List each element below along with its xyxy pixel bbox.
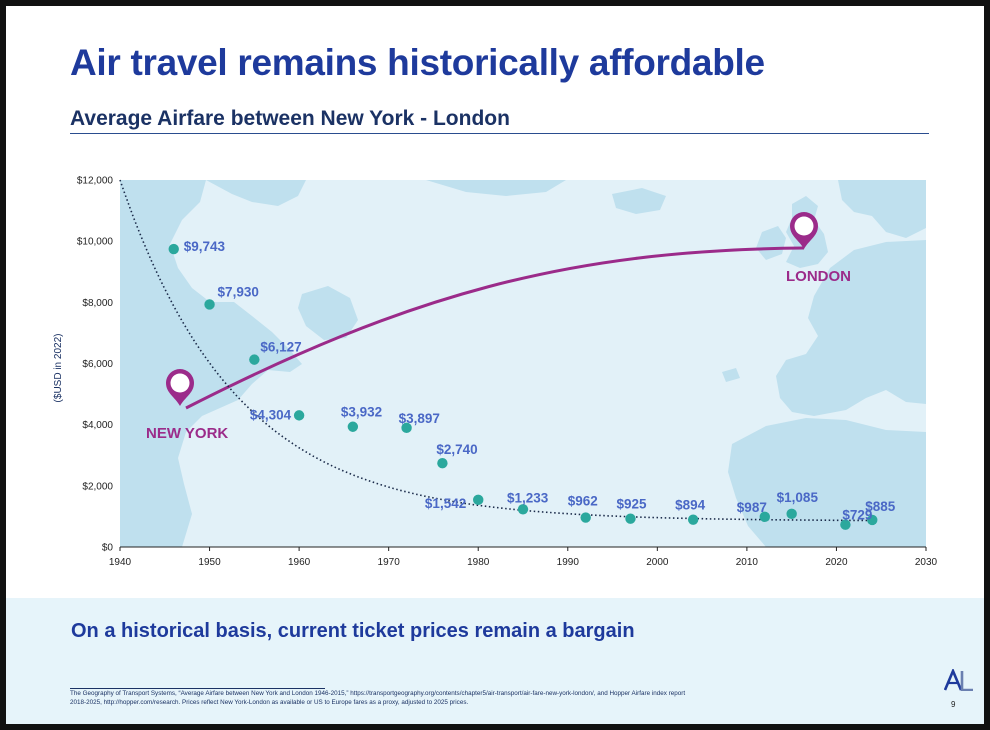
data-label-1946: $9,743 xyxy=(184,239,226,254)
data-label-1997: $925 xyxy=(616,497,647,512)
data-label-2004: $894 xyxy=(675,498,706,513)
airfare-chart: NEW YORK LONDON $0 $2,000 $4,000 $6,000 $8,0… xyxy=(6,6,984,598)
data-label-1972: $3,897 xyxy=(399,411,440,426)
source-line-1: The Geography of Transport Systems, “Ave… xyxy=(70,689,870,698)
x-axis: 1940 1950 1960 1970 1980 1990 2000 2010 2020 2030 xyxy=(109,547,938,568)
x-tick-label: 1980 xyxy=(467,557,490,568)
logo-text: AL xyxy=(944,669,946,670)
data-label-2012: $987 xyxy=(737,500,767,515)
y-axis-title: ($USD in 2022) xyxy=(53,334,64,403)
x-tick-label: 1960 xyxy=(288,557,311,568)
y-tick-label: $2,000 xyxy=(82,481,113,492)
data-label-1966: $3,932 xyxy=(341,405,382,420)
y-tick-label: $0 xyxy=(102,543,114,554)
source-line-2: 2018-2025, http://hopper.com/research. P… xyxy=(70,698,870,707)
data-label-1992: $962 xyxy=(568,494,598,509)
slide: Air travel remains historically affordab… xyxy=(6,6,984,724)
x-tick-label: 1990 xyxy=(557,557,580,568)
data-point-1950 xyxy=(204,299,214,309)
data-point-1976 xyxy=(437,458,447,468)
y-axis: $0 $2,000 $4,000 $6,000 $8,000 $10,000 $12,000 xyxy=(77,176,114,554)
data-point-1966 xyxy=(348,422,358,432)
y-tick-label: $6,000 xyxy=(82,359,113,370)
data-point-2015 xyxy=(786,509,796,519)
x-tick-label: 1950 xyxy=(198,557,221,568)
data-point-1955 xyxy=(249,354,259,364)
y-tick-label: $4,000 xyxy=(82,420,113,431)
data-point-1997 xyxy=(625,514,635,524)
y-tick-label: $12,000 xyxy=(77,176,114,187)
data-point-1980 xyxy=(473,495,483,505)
page-number: 9 xyxy=(951,700,955,709)
data-label-1955: $6,127 xyxy=(260,340,301,355)
x-tick-label: 2010 xyxy=(736,557,759,568)
x-tick-label: 2000 xyxy=(646,557,669,568)
data-label-1950: $7,930 xyxy=(218,284,259,299)
y-tick-label: $10,000 xyxy=(77,237,114,248)
y-tick-label: $8,000 xyxy=(82,298,113,309)
x-tick-label: 2020 xyxy=(825,557,848,568)
data-label-1985: $1,233 xyxy=(507,490,549,505)
data-point-1992 xyxy=(580,512,590,522)
x-tick-label: 1940 xyxy=(109,557,132,568)
data-label-2024: $885 xyxy=(865,499,896,514)
source-citation: The Geography of Transport Systems, “Ave… xyxy=(70,689,870,707)
data-point-2004 xyxy=(688,514,698,524)
africa-land xyxy=(728,418,926,547)
data-point-1946 xyxy=(169,244,179,254)
origin-label: NEW YORK xyxy=(146,425,228,442)
data-label-1976: $2,740 xyxy=(436,442,477,457)
data-label-1980: $1,542 xyxy=(425,496,466,511)
data-point-1985 xyxy=(518,504,528,514)
data-point-1960 xyxy=(294,410,304,420)
data-label-1960: $4,304 xyxy=(250,407,292,422)
takeaway-text: On a historical basis, current ticket pr… xyxy=(71,620,635,643)
x-tick-label: 2030 xyxy=(915,557,938,568)
destination-label: LONDON xyxy=(786,268,851,285)
data-label-2015: $1,085 xyxy=(777,490,819,505)
x-tick-label: 1970 xyxy=(378,557,401,568)
company-logo-icon: AL xyxy=(944,669,974,691)
